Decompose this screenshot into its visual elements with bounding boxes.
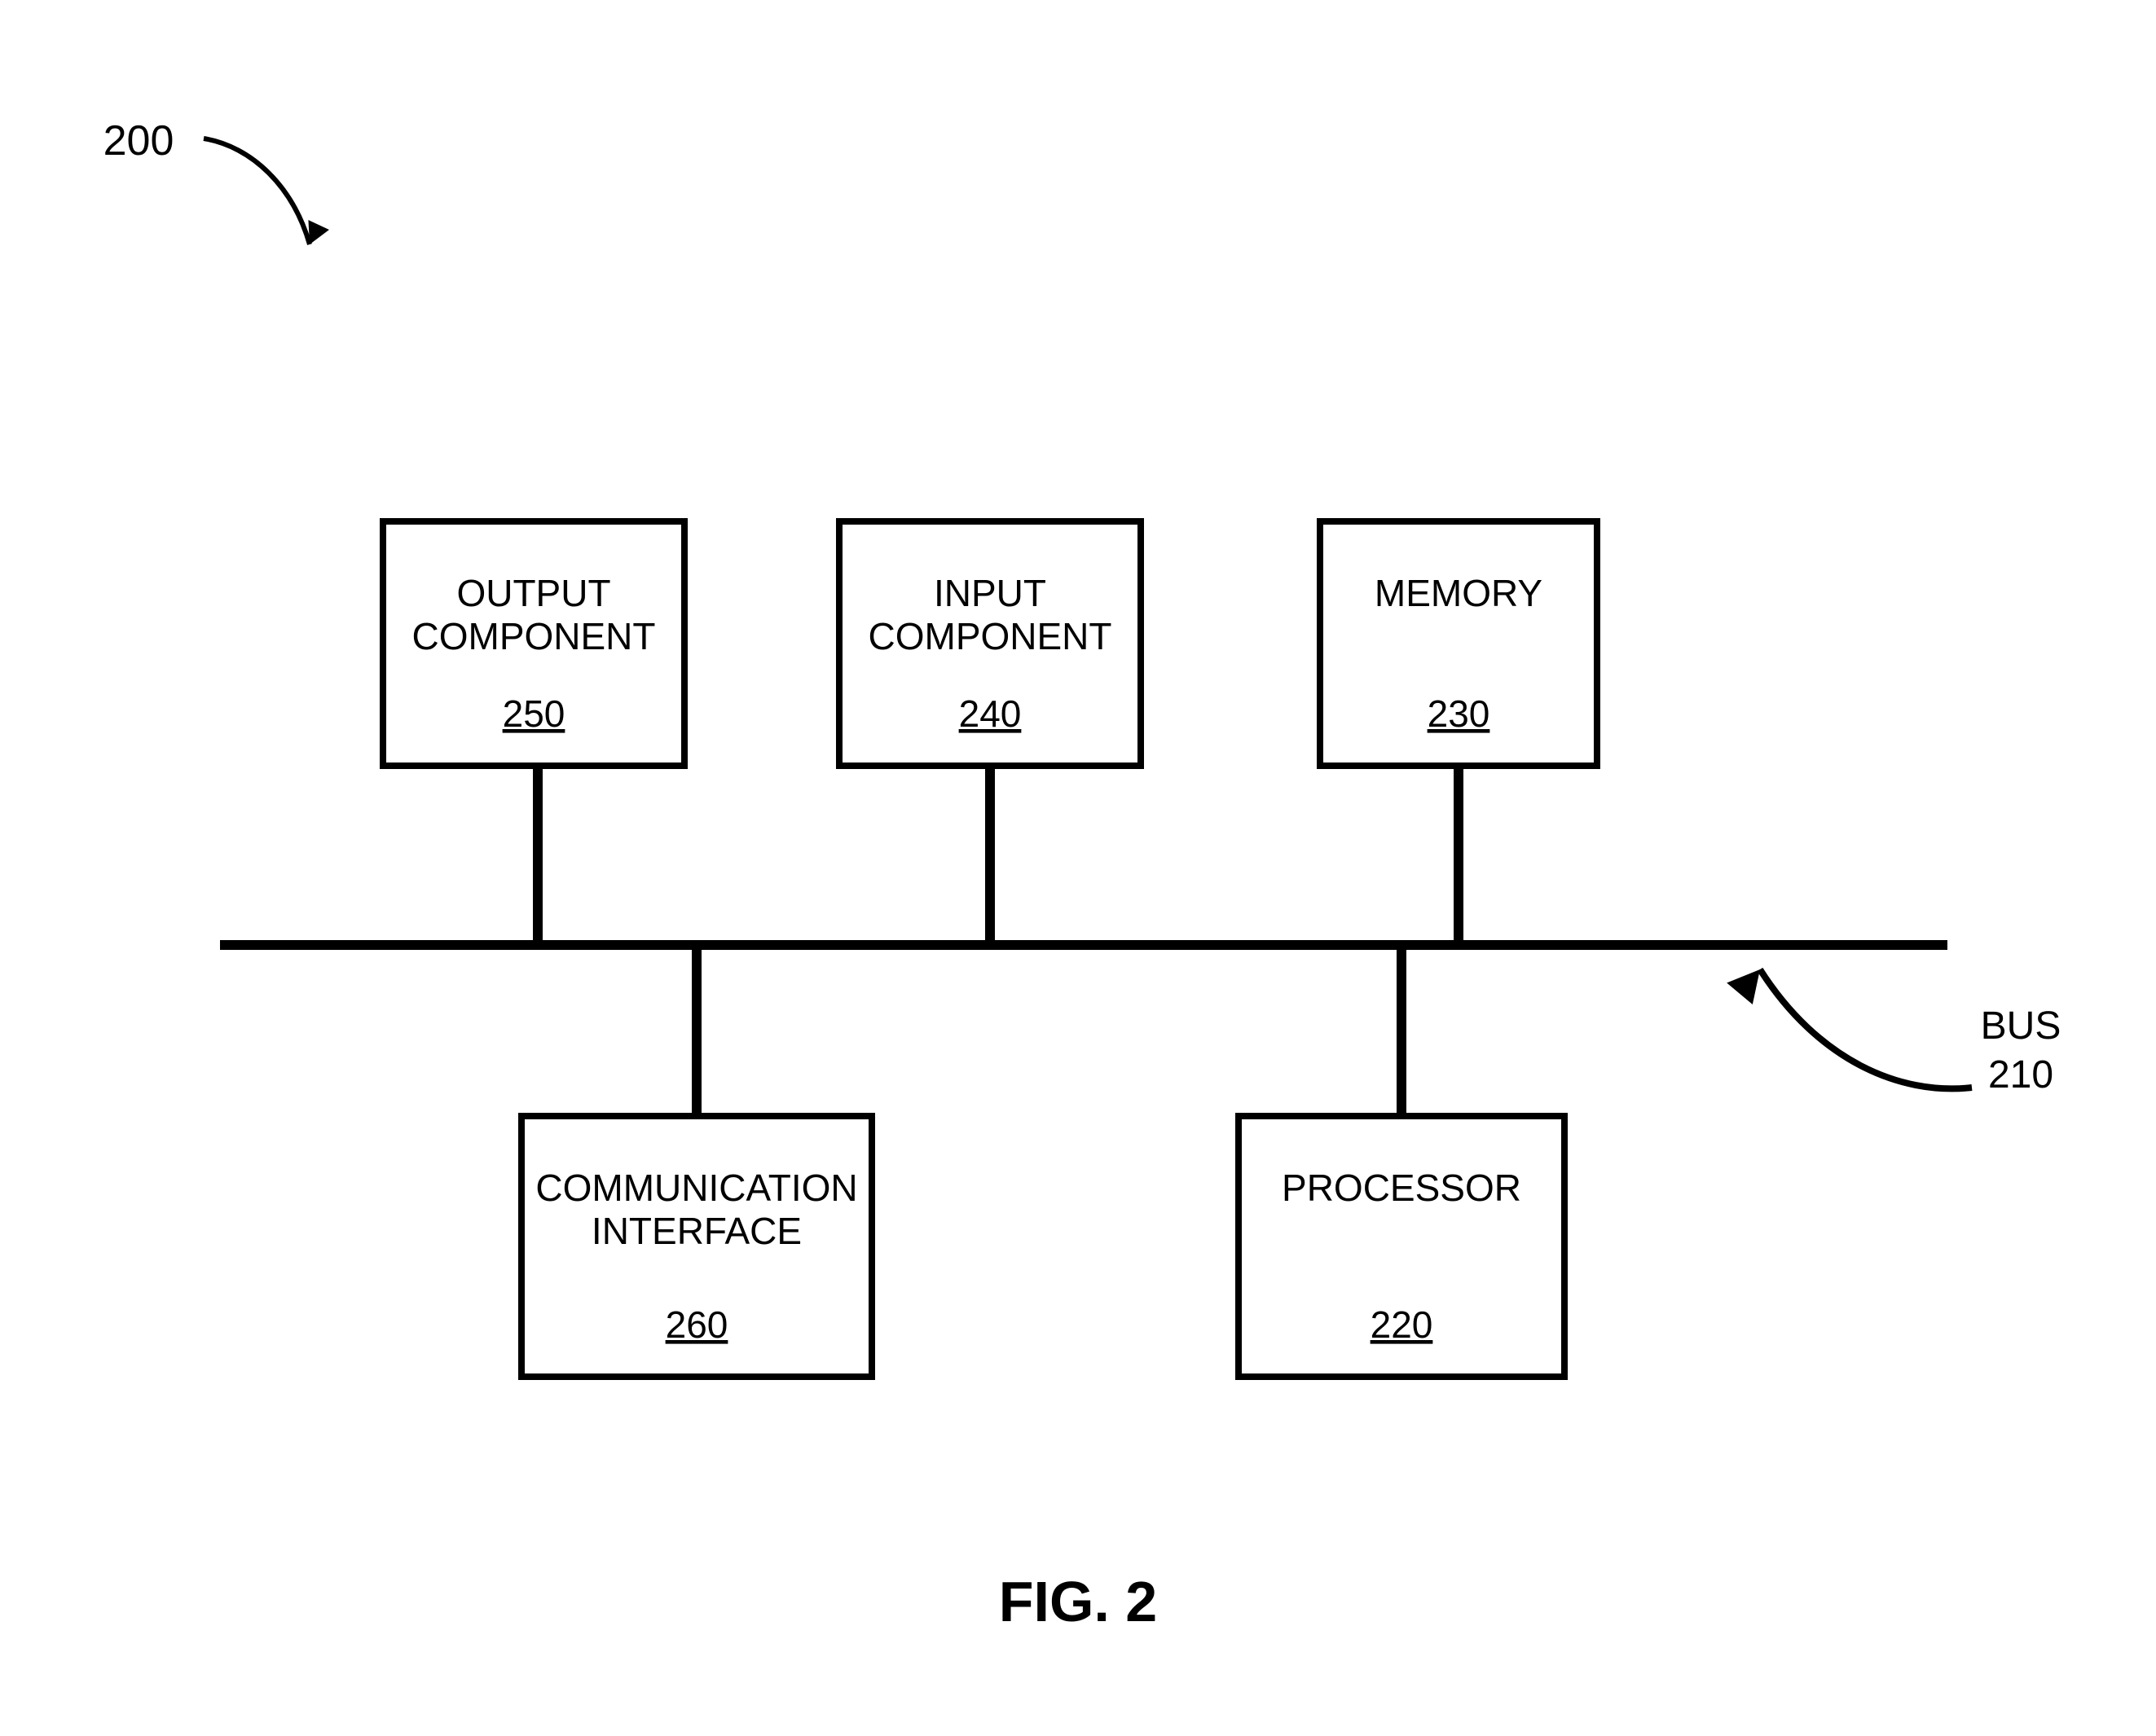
block-memory: MEMORY 230 xyxy=(1320,521,1597,945)
block-memory-number: 230 xyxy=(1428,692,1490,735)
block-proc-number: 220 xyxy=(1371,1303,1433,1346)
block-memory-label-0: MEMORY xyxy=(1375,572,1542,614)
block-output-number: 250 xyxy=(503,692,565,735)
bus-label-title: BUS xyxy=(1981,1004,2061,1048)
block-proc-label-0: PROCESSOR xyxy=(1282,1167,1521,1209)
block-input-label-1: COMPONENT xyxy=(869,615,1112,657)
block-proc: PROCESSOR 220 xyxy=(1239,945,1564,1377)
block-comm-number: 260 xyxy=(666,1303,728,1346)
figure-caption: FIG. 2 xyxy=(999,1570,1157,1633)
block-output-label-0: OUTPUT xyxy=(456,572,610,614)
block-comm-label-1: INTERFACE xyxy=(592,1210,802,1252)
block-input-number: 240 xyxy=(959,692,1022,735)
block-comm: COMMUNICATIONINTERFACE 260 xyxy=(521,945,872,1377)
block-output: OUTPUTCOMPONENT 250 xyxy=(383,521,684,945)
figure-ref-leader xyxy=(204,138,310,244)
bus-pointer xyxy=(1760,969,1972,1088)
bus-label-number: 210 xyxy=(1988,1053,2053,1097)
block-input-label-0: INPUT xyxy=(934,572,1046,614)
block-comm-label-0: COMMUNICATION xyxy=(535,1167,857,1209)
block-output-label-1: COMPONENT xyxy=(412,615,656,657)
block-input: INPUTCOMPONENT 240 xyxy=(839,521,1141,945)
figure-ref-number: 200 xyxy=(103,117,174,165)
